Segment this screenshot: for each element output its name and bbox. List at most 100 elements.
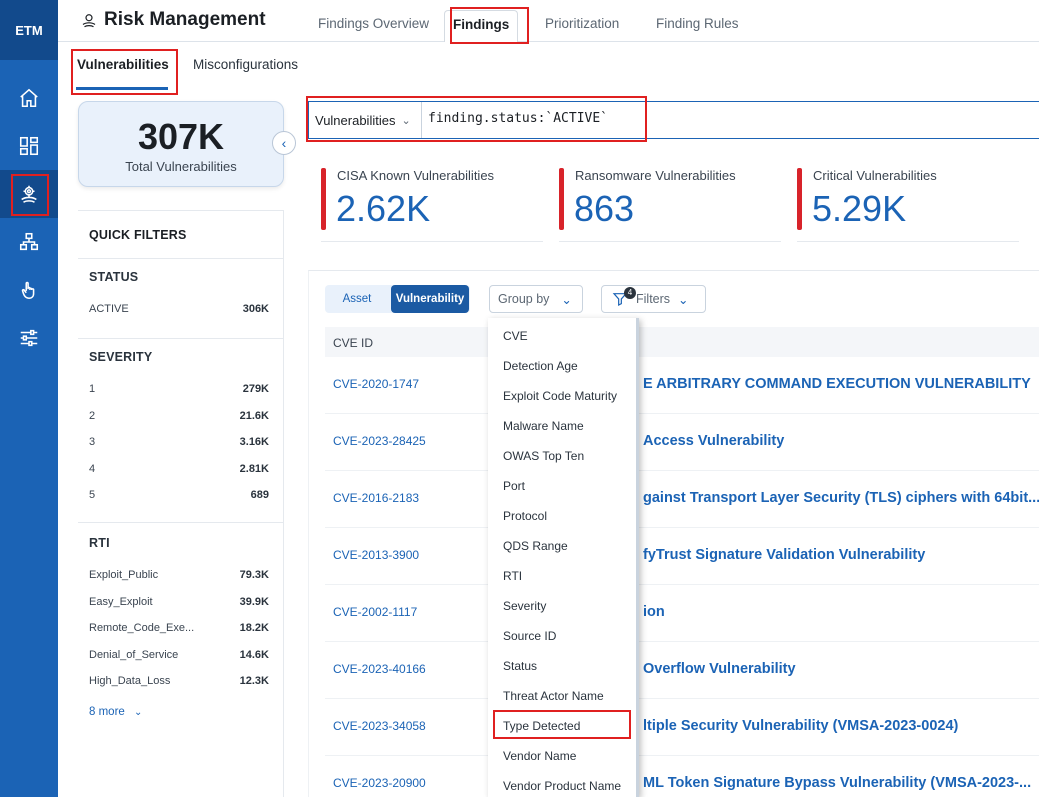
stat-accent-bar bbox=[797, 168, 802, 230]
filter-count: 21.6K bbox=[239, 410, 269, 422]
filter-row-rti[interactable]: High_Data_Loss 12.3K bbox=[89, 675, 269, 687]
vulnerability-title[interactable]: fyTrust Signature Validation Vulnerabili… bbox=[643, 547, 926, 563]
group-by-option[interactable]: Source ID bbox=[503, 629, 557, 643]
filter-label: 2 bbox=[89, 410, 96, 422]
nav-risk-management[interactable] bbox=[0, 170, 58, 218]
nav-home[interactable] bbox=[0, 74, 58, 122]
table-row[interactable]: CVE-2023-28425 Access Vulnerability bbox=[325, 414, 1039, 471]
chevron-down-icon: ⌄ bbox=[134, 707, 143, 718]
settings-sliders-icon bbox=[20, 329, 38, 347]
cve-link[interactable]: CVE-2023-28425 bbox=[333, 434, 426, 448]
assets-icon bbox=[19, 232, 39, 251]
filter-row-rti[interactable]: Exploit_Public 79.3K bbox=[89, 569, 269, 581]
filter-count: 12.3K bbox=[239, 675, 269, 687]
group-by-option[interactable]: OWAS Top Ten bbox=[503, 449, 585, 463]
group-by-option[interactable]: RTI bbox=[503, 569, 523, 583]
filters-button[interactable]: 4 Filters ⌄ bbox=[601, 285, 706, 313]
vulnerability-title[interactable]: E ARBITRARY COMMAND EXECUTION VULNERABIL… bbox=[643, 376, 1031, 392]
page-title-text: Risk Management bbox=[104, 9, 266, 30]
cve-link[interactable]: CVE-2002-1117 bbox=[333, 605, 418, 619]
group-by-option[interactable]: Port bbox=[503, 479, 526, 493]
subtab-vulnerabilities[interactable]: Vulnerabilities bbox=[77, 57, 169, 72]
cve-link[interactable]: CVE-2013-3900 bbox=[333, 548, 420, 562]
filter-row-rti[interactable]: Remote_Code_Exe... 18.2K bbox=[89, 622, 269, 634]
group-by-dropdown[interactable]: Group by ⌄ bbox=[489, 285, 583, 313]
group-by-option[interactable]: CVE bbox=[503, 329, 528, 343]
nav-touch[interactable] bbox=[0, 266, 58, 314]
group-by-option[interactable]: Status bbox=[503, 659, 538, 673]
filter-row-rti[interactable]: Easy_Exploit 39.9K bbox=[89, 596, 269, 608]
vulnerability-title[interactable]: Access Vulnerability bbox=[643, 433, 785, 449]
cve-link[interactable]: CVE-2020-1747 bbox=[333, 377, 420, 391]
filter-label: Easy_Exploit bbox=[89, 596, 153, 608]
nav-assets[interactable] bbox=[0, 218, 58, 266]
group-by-option[interactable]: Vendor Name bbox=[503, 749, 577, 763]
chevron-down-icon: ⌄ bbox=[401, 114, 411, 127]
more-link-label: 8 more bbox=[89, 706, 125, 718]
subtab-misconfigurations[interactable]: Misconfigurations bbox=[193, 57, 299, 72]
tab-findings[interactable]: Findings bbox=[444, 10, 519, 42]
filter-label: 5 bbox=[89, 489, 96, 501]
stat-value: 863 bbox=[574, 188, 635, 229]
filter-count: 14.6K bbox=[239, 649, 269, 661]
etm-logo[interactable]: ETM bbox=[0, 0, 58, 60]
cve-link[interactable]: CVE-2023-34058 bbox=[333, 719, 426, 733]
group-by-option[interactable]: Severity bbox=[503, 599, 547, 613]
filter-row-rti[interactable]: Denial_of_Service 14.6K bbox=[89, 649, 269, 661]
filters-label: Filters bbox=[636, 292, 671, 306]
divider bbox=[78, 522, 284, 523]
filter-row-severity-1[interactable]: 1 279K bbox=[89, 383, 269, 395]
group-by-option[interactable]: Detection Age bbox=[503, 359, 578, 373]
toggle-vulnerability[interactable]: Vulnerability bbox=[391, 285, 469, 313]
tab-finding-rules[interactable]: Finding Rules bbox=[656, 16, 739, 31]
stat-card-cisa[interactable]: CISA Known Vulnerabilities 2.62K bbox=[321, 166, 543, 242]
filter-label: Remote_Code_Exe... bbox=[89, 622, 195, 634]
filter-label: High_Data_Loss bbox=[89, 675, 171, 687]
group-by-option[interactable]: Vendor Product Name bbox=[503, 779, 622, 793]
group-by-option[interactable]: Exploit Code Maturity bbox=[503, 389, 618, 403]
nav-dashboard[interactable] bbox=[0, 122, 58, 170]
vulnerability-title[interactable]: ltiple Security Vulnerability (VMSA-2023… bbox=[643, 718, 959, 734]
group-by-option[interactable]: Protocol bbox=[503, 509, 548, 523]
table-row[interactable]: CVE-2013-3900 fyTrust Signature Validati… bbox=[325, 528, 1039, 585]
vulnerability-title[interactable]: Overflow Vulnerability bbox=[643, 661, 796, 677]
nav-settings[interactable] bbox=[0, 314, 58, 362]
group-by-option[interactable]: Malware Name bbox=[503, 419, 584, 433]
page-title: Risk Management bbox=[80, 9, 266, 31]
cve-link[interactable]: CVE-2023-20900 bbox=[333, 776, 426, 790]
group-by-option[interactable]: QDS Range bbox=[503, 539, 568, 553]
stat-accent-bar bbox=[559, 168, 564, 230]
vulnerability-title[interactable]: ion bbox=[643, 604, 665, 620]
filter-row-severity-2[interactable]: 2 21.6K bbox=[89, 410, 269, 422]
home-icon bbox=[20, 88, 38, 108]
table-row[interactable]: CVE-2023-40166 Overflow Vulnerability bbox=[325, 642, 1039, 699]
column-header-cve-id[interactable]: CVE ID bbox=[333, 336, 374, 350]
tab-prioritization[interactable]: Prioritization bbox=[545, 16, 620, 31]
collapse-panel-button[interactable]: ‹ bbox=[272, 131, 296, 155]
search-query-input[interactable]: finding.status:`ACTIVE` bbox=[428, 111, 609, 126]
tab-findings-overview[interactable]: Findings Overview bbox=[318, 16, 430, 31]
vulnerability-title[interactable]: gainst Transport Layer Security (TLS) ci… bbox=[643, 490, 1039, 506]
stat-card-critical[interactable]: Critical Vulnerabilities 5.29K bbox=[797, 166, 1019, 242]
filter-row-status-active[interactable]: ACTIVE 306K bbox=[89, 303, 269, 315]
filter-row-severity-5[interactable]: 5 689 bbox=[89, 489, 269, 501]
group-by-option[interactable]: Threat Actor Name bbox=[503, 689, 604, 703]
group-by-option-type-detected[interactable]: Type Detected bbox=[503, 719, 581, 733]
vulnerability-title[interactable]: ML Token Signature Bypass Vulnerability … bbox=[643, 775, 1032, 791]
table-row[interactable]: CVE-2023-20900 ML Token Signature Bypass… bbox=[325, 756, 1039, 797]
table-row[interactable]: CVE-2016-2183 gainst Transport Layer Sec… bbox=[325, 471, 1039, 528]
rti-more-link[interactable]: 8 more ⌄ bbox=[89, 706, 142, 718]
stat-card-ransomware[interactable]: Ransomware Vulnerabilities 863 bbox=[559, 166, 781, 242]
stat-card-edge bbox=[559, 236, 781, 242]
filter-row-severity-4[interactable]: 4 2.81K bbox=[89, 463, 269, 475]
toggle-asset[interactable]: Asset bbox=[342, 293, 372, 305]
quick-filters-title: QUICK FILTERS bbox=[89, 228, 187, 242]
table-row[interactable]: CVE-2002-1117 ion bbox=[325, 585, 1039, 642]
filter-row-severity-3[interactable]: 3 3.16K bbox=[89, 436, 269, 448]
cve-link[interactable]: CVE-2016-2183 bbox=[333, 491, 420, 505]
search-scope-select[interactable]: Vulnerabilities ⌄ bbox=[309, 102, 422, 138]
cve-link[interactable]: CVE-2023-40166 bbox=[333, 662, 426, 676]
table-row[interactable]: CVE-2023-34058 ltiple Security Vulnerabi… bbox=[325, 699, 1039, 756]
table-row[interactable]: CVE-2020-1747 E ARBITRARY COMMAND EXECUT… bbox=[325, 357, 1039, 414]
findings-table-card: Asset Vulnerability Group by ⌄ 4 Filters… bbox=[308, 270, 1039, 797]
